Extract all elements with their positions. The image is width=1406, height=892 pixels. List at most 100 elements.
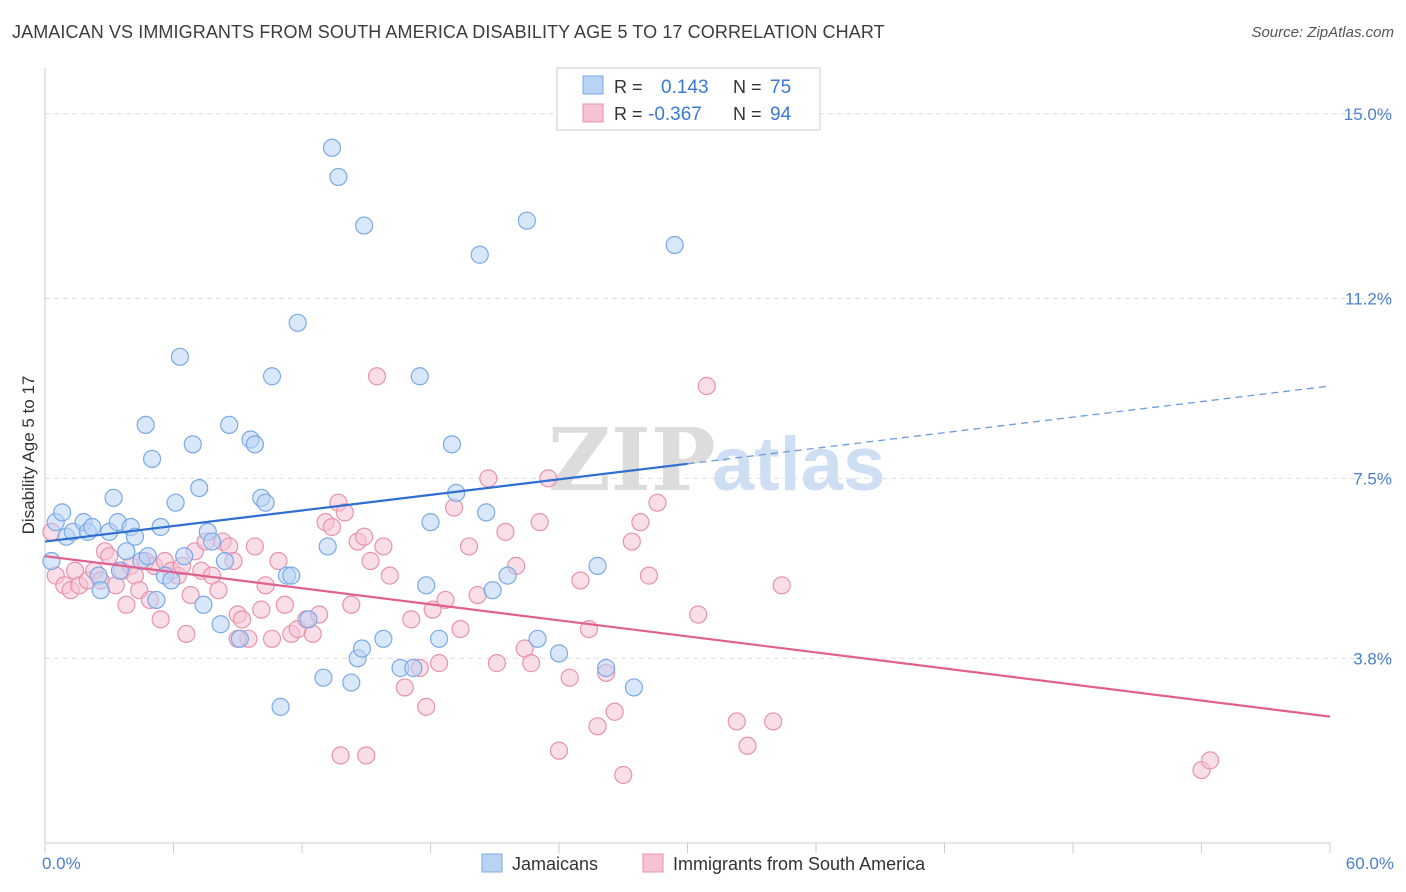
point-jamaicans-59 xyxy=(417,576,436,595)
point-jamaicans-54 xyxy=(355,216,374,235)
point-jamaicans-14 xyxy=(117,542,136,561)
point-jamaicans-47 xyxy=(314,668,333,687)
point-jamaicans-42 xyxy=(271,697,290,716)
point-jamaicans-66 xyxy=(483,581,502,600)
point-jamaicans-51 xyxy=(342,673,361,692)
legend-r-value-1: 0.143 xyxy=(661,77,709,98)
point-jamaicans-19 xyxy=(138,547,157,566)
trend-line-immigrants xyxy=(44,555,1331,718)
bottom-legend-swatch-pink xyxy=(642,853,664,873)
point-jamaicans-7 xyxy=(83,517,102,537)
legend-box: R = 0.143 N = 75 R = -0.367 N = 94 xyxy=(556,67,821,131)
point-jamaicans-68 xyxy=(517,211,536,230)
point-immigrants-10 xyxy=(100,547,119,566)
point-immigrants-83 xyxy=(588,717,607,736)
y-tick-label-0: 3.8% xyxy=(1353,649,1392,668)
point-immigrants-31 xyxy=(209,581,228,600)
point-jamaicans-58 xyxy=(410,367,429,386)
point-immigrants-36 xyxy=(232,610,252,629)
watermark-zip: ZIP xyxy=(548,410,716,511)
point-immigrants-71 xyxy=(479,469,498,488)
point-jamaicans-64 xyxy=(470,245,489,264)
point-immigrants-89 xyxy=(639,566,659,585)
point-jamaicans-11 xyxy=(104,488,123,507)
legend-n-label-1: N = xyxy=(733,77,762,97)
point-jamaicans-50 xyxy=(329,167,348,187)
point-jamaicans-53 xyxy=(352,639,372,658)
point-immigrants-79 xyxy=(549,741,569,760)
trend-line-jamaicans xyxy=(44,462,688,543)
point-immigrants-95 xyxy=(764,712,783,731)
y-tick-label-2: 11.2% xyxy=(1345,289,1392,308)
source-label: Source: ZipAtlas.com xyxy=(1251,24,1394,41)
point-jamaicans-2 xyxy=(53,503,72,522)
point-jamaicans-9 xyxy=(91,581,110,600)
point-immigrants-93 xyxy=(727,712,746,731)
point-immigrants-96 xyxy=(772,576,791,595)
x-tick-label-1: 60.0% xyxy=(1346,854,1394,873)
point-jamaicans-0 xyxy=(42,551,61,571)
point-immigrants-77 xyxy=(530,513,549,532)
point-immigrants-26 xyxy=(181,585,200,605)
point-jamaicans-36 xyxy=(230,629,249,648)
point-immigrants-53 xyxy=(342,595,361,614)
trend-lines xyxy=(44,385,1331,718)
point-immigrants-13 xyxy=(117,595,136,614)
point-immigrants-60 xyxy=(395,678,414,697)
point-immigrants-76 xyxy=(522,654,541,673)
point-jamaicans-48 xyxy=(318,537,337,556)
point-immigrants-78 xyxy=(539,469,558,488)
point-jamaicans-40 xyxy=(256,493,275,512)
point-jamaicans-18 xyxy=(136,415,155,434)
point-immigrants-39 xyxy=(252,600,271,619)
point-immigrants-88 xyxy=(631,513,650,532)
point-immigrants-55 xyxy=(355,527,374,546)
point-jamaicans-41 xyxy=(262,367,282,386)
point-immigrants-86 xyxy=(614,765,633,785)
point-immigrants-69 xyxy=(459,537,479,556)
point-immigrants-63 xyxy=(417,697,436,716)
bottom-legend-jamaicans: Jamaicans xyxy=(512,854,598,874)
point-immigrants-43 xyxy=(275,595,294,614)
y-tick-label-3: 15.0% xyxy=(1344,105,1392,124)
point-jamaicans-69 xyxy=(528,629,547,648)
point-jamaicans-35 xyxy=(220,415,239,434)
bottom-legend: Jamaicans Immigrants from South America xyxy=(481,853,926,874)
point-immigrants-41 xyxy=(262,629,282,648)
point-immigrants-68 xyxy=(451,619,470,639)
legend-r-label-1: R = xyxy=(614,77,643,97)
legend-n-label-2: N = xyxy=(733,104,762,124)
legend-r-label-2: R = xyxy=(614,104,643,124)
legend-n-value-2: 94 xyxy=(770,104,792,125)
point-jamaicans-16 xyxy=(125,527,145,546)
legend-swatch-pink xyxy=(582,103,604,123)
point-jamaicans-27 xyxy=(175,547,194,566)
point-immigrants-56 xyxy=(361,551,380,571)
watermark-atlas: atlas xyxy=(712,422,885,507)
point-immigrants-65 xyxy=(429,654,449,673)
watermark: ZIP atlas xyxy=(548,410,885,511)
point-jamaicans-20 xyxy=(142,449,162,469)
point-jamaicans-26 xyxy=(170,347,190,366)
point-immigrants-81 xyxy=(571,571,590,590)
point-immigrants-57 xyxy=(367,367,387,386)
point-jamaicans-45 xyxy=(288,313,307,332)
point-immigrants-59 xyxy=(380,566,399,585)
point-immigrants-70 xyxy=(468,585,487,605)
point-jamaicans-33 xyxy=(211,615,230,634)
point-jamaicans-49 xyxy=(322,138,342,157)
point-immigrants-80 xyxy=(560,668,579,687)
point-jamaicans-38 xyxy=(245,435,264,454)
bottom-legend-immigrants: Immigrants from South America xyxy=(673,854,926,874)
point-immigrants-58 xyxy=(374,537,393,556)
point-jamaicans-32 xyxy=(202,532,222,551)
point-immigrants-61 xyxy=(402,610,421,629)
legend-n-value-1: 75 xyxy=(770,77,791,98)
point-jamaicans-73 xyxy=(665,235,684,255)
axes xyxy=(44,68,1331,853)
point-jamaicans-28 xyxy=(183,435,202,454)
point-jamaicans-55 xyxy=(374,629,393,648)
point-immigrants-98 xyxy=(1200,751,1220,770)
point-immigrants-25 xyxy=(177,624,196,644)
chart-title: JAMAICAN VS IMMIGRANTS FROM SOUTH AMERIC… xyxy=(12,22,885,42)
